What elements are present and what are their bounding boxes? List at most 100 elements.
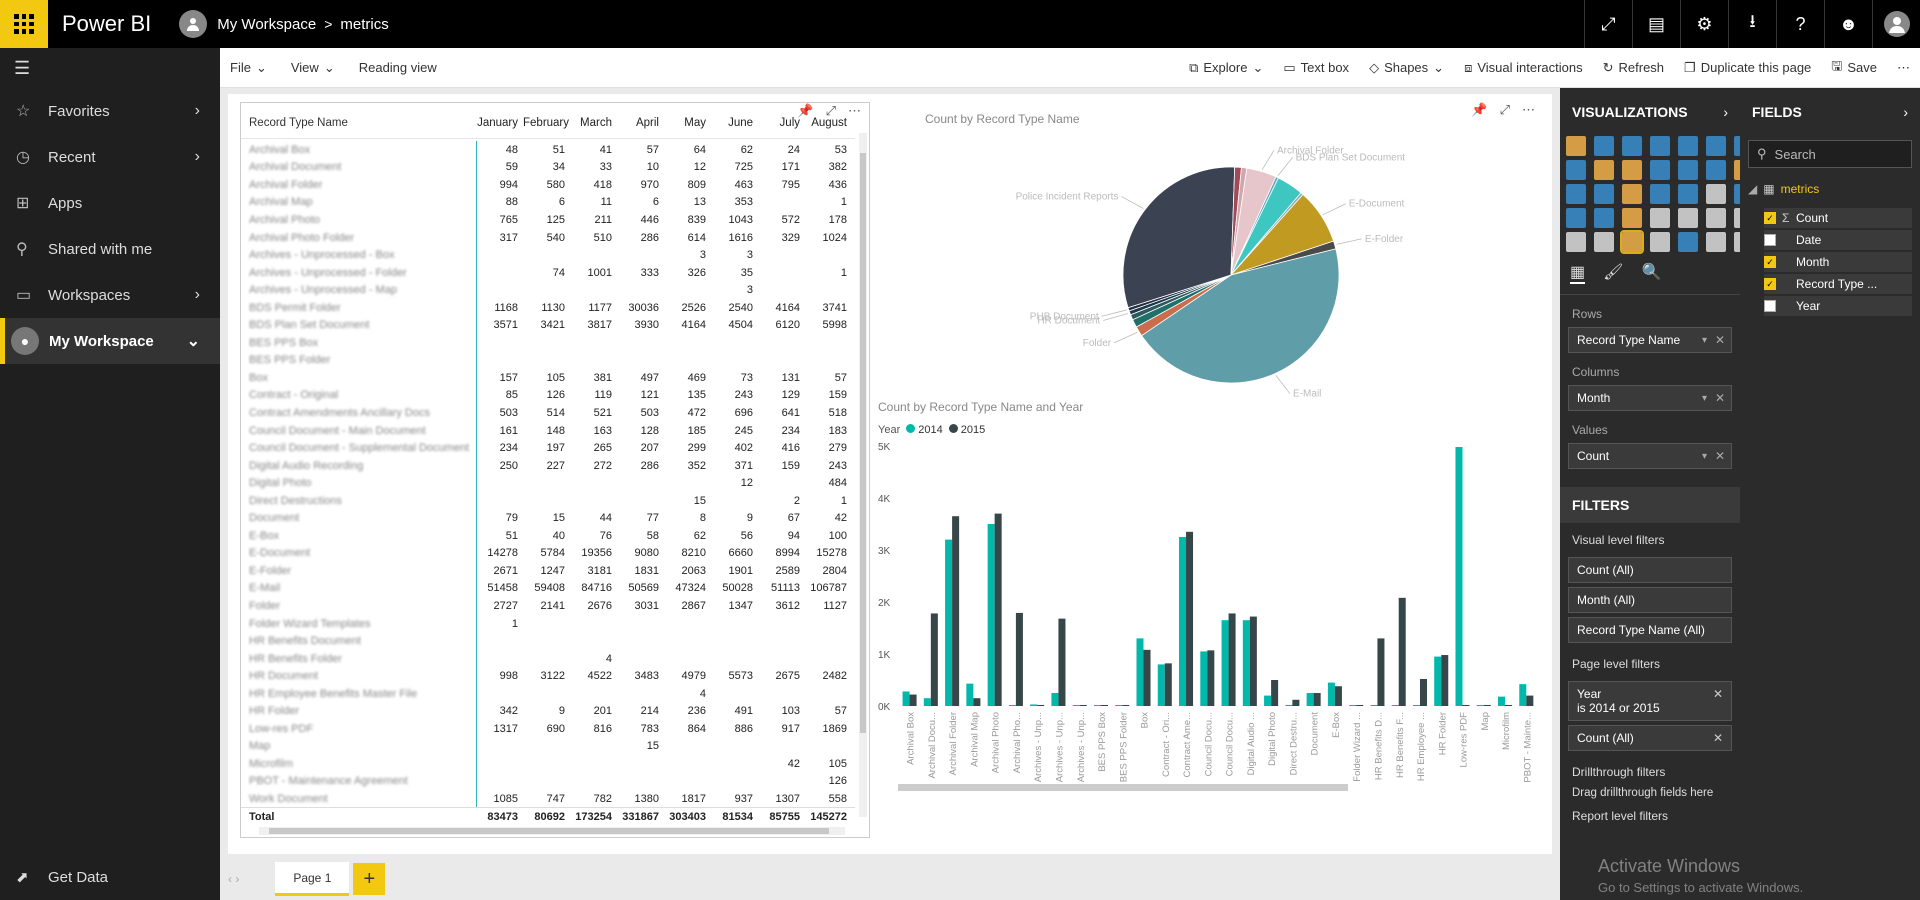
breadcrumb-workspace[interactable]: My Workspace	[217, 15, 317, 33]
visual-type-icon[interactable]	[1706, 136, 1726, 156]
remove-x-icon[interactable]: ✕	[1712, 731, 1723, 745]
download-icon[interactable]: ⭳	[1728, 0, 1776, 48]
checkbox-icon[interactable]	[1764, 234, 1776, 246]
user-avatar-icon[interactable]	[1872, 0, 1920, 48]
help-icon[interactable]: ?	[1776, 0, 1824, 48]
analytics-magnifier-icon[interactable]: 🔍	[1641, 264, 1662, 281]
bar-2015[interactable]	[1058, 618, 1066, 706]
bar-2015[interactable]	[1186, 531, 1194, 706]
collapse-chevron-icon[interactable]: ›	[1903, 104, 1908, 120]
visual-type-icon[interactable]	[1566, 208, 1586, 228]
bar-2015[interactable]	[1462, 705, 1470, 706]
row-header-label[interactable]: Record Type Name	[249, 117, 348, 129]
bar-2015[interactable]	[1526, 695, 1534, 706]
table-row[interactable]: Archival Document 59 34 33 10 12 725 171 382	[241, 159, 855, 177]
view-menu[interactable]: View ⌄	[291, 60, 335, 76]
prev-page-icon[interactable]: ‹ ›	[228, 872, 240, 886]
table-row[interactable]: HR Document 998 3122 4522 3483 4979 5573 2675 24…	[241, 667, 855, 685]
table-row[interactable]: HR Folder 342 9 201 214 236 491 103 57	[241, 703, 855, 721]
table-row[interactable]: BDS Permit Folder 1168 1130 1177 30036 2526 25…	[241, 299, 855, 317]
bar-2014[interactable]	[1264, 695, 1272, 706]
collapse-chevron-icon[interactable]: ›	[1723, 104, 1728, 120]
focus-mode-icon[interactable]: ⤢	[825, 103, 836, 118]
bar-2014[interactable]	[1391, 705, 1399, 706]
pie-chart-visual[interactable]: 📌 ⤢ ⋯ Count by Record Type Name E-Folder…	[923, 102, 1543, 402]
table-row[interactable]: Council Document - Main Document 161 148 16…	[241, 422, 855, 440]
legend-item-2015[interactable]: 2015	[948, 424, 985, 436]
bar-2015[interactable]	[1483, 704, 1491, 706]
column-header[interactable]: July	[779, 117, 800, 129]
bar-2015[interactable]	[1164, 663, 1172, 706]
checkbox-icon[interactable]: ✓	[1764, 278, 1776, 290]
visual-type-icon[interactable]	[1594, 184, 1614, 204]
table-row[interactable]: HR Employee Benefits Master File 4	[241, 685, 855, 703]
nav-my-workspace[interactable]: ● My Workspace ⌄	[0, 318, 220, 364]
bar-2014[interactable]	[1051, 693, 1059, 706]
bar-2014[interactable]	[1200, 651, 1208, 706]
visual-type-icon[interactable]	[1706, 232, 1726, 252]
table-row[interactable]: Microfilm 42 105	[241, 755, 855, 773]
table-row[interactable]: Folder Wizard Templates 1	[241, 615, 855, 633]
bar-2015[interactable]	[1419, 678, 1427, 706]
bar-2015[interactable]	[1100, 705, 1108, 706]
table-row[interactable]: Archival Box 48 51 41 57 64 62 24 53	[241, 141, 855, 159]
chevron-down-icon[interactable]: ▾	[1701, 450, 1707, 462]
save-button[interactable]: 🖫 Save	[1831, 57, 1877, 79]
fullscreen-icon[interactable]: ⤢	[1584, 0, 1632, 48]
bar-2014[interactable]	[923, 698, 931, 706]
field-item[interactable]: ✓ Record Type ...	[1764, 274, 1912, 294]
table-row[interactable]: Archival Photo 765 125 211 446 839 1043 572 178	[241, 211, 855, 229]
shapes-menu[interactable]: ◇ Shapes ⌄	[1369, 60, 1444, 76]
bar-2014[interactable]	[1519, 684, 1527, 706]
table-row[interactable]: Document 79 15 44 77 8 9 67 42	[241, 509, 855, 527]
table-row[interactable]: Folder 2727 2141 2676 3031 2867 1347 3612 1127	[241, 597, 855, 615]
add-page-button[interactable]: +	[353, 863, 386, 895]
field-item[interactable]: ✓ Month	[1764, 252, 1912, 272]
visual-type-icon[interactable]	[1566, 184, 1586, 204]
feedback-smiley-icon[interactable]: ☻	[1824, 0, 1872, 48]
bar-2015[interactable]	[1122, 705, 1130, 706]
table-row[interactable]: E-Box 51 40 76 58 62 56 94 100	[241, 527, 855, 545]
table-row[interactable]: Council Document - Supplemental Document…	[241, 439, 855, 457]
more-options-icon[interactable]: ⋯	[848, 103, 861, 118]
column-header[interactable]: February	[523, 117, 570, 129]
table-row[interactable]: Archival Folder 994 580 418 970 809 463 795 436	[241, 176, 855, 194]
pin-icon[interactable]: 📌	[797, 103, 814, 118]
table-row[interactable]: E-Folder 2671 1247 3181 1831 2063 1901 2589 2804	[241, 562, 855, 580]
hamburger-menu-icon[interactable]: ☰	[14, 57, 31, 78]
bar-2015[interactable]	[1079, 705, 1087, 706]
visual-type-icon[interactable]	[1566, 136, 1586, 156]
visual-type-icon[interactable]	[1650, 208, 1670, 228]
table-row[interactable]: BES PPS Folder	[241, 352, 855, 370]
settings-icon[interactable]: ⚙	[1680, 0, 1728, 48]
bar-2015[interactable]	[994, 513, 1002, 706]
visual-type-icon[interactable]	[1620, 230, 1644, 254]
chevron-down-icon[interactable]: ▾	[1701, 392, 1707, 404]
bar-2015[interactable]	[1356, 705, 1364, 706]
bar-2014[interactable]	[1285, 704, 1293, 706]
visual-type-icon[interactable]	[1706, 208, 1726, 228]
table-row[interactable]: E-Mail 51458 59408 84716 50569 47324 50028 5111…	[241, 580, 855, 598]
bar-2015[interactable]	[1271, 680, 1279, 706]
column-header[interactable]: March	[580, 117, 612, 129]
visual-type-icon[interactable]	[1622, 136, 1642, 156]
vertical-scrollbar[interactable]	[859, 133, 867, 817]
table-row[interactable]: Archives - Unprocessed - Box 3 3	[241, 246, 855, 264]
nav-shared-with-me[interactable]: ⚲ Shared with me	[0, 226, 220, 272]
bar-2015[interactable]	[1228, 613, 1236, 706]
nav-favorites[interactable]: ☆ Favorites ›	[0, 88, 220, 134]
bar-2015[interactable]	[1441, 655, 1449, 706]
filter-card-count[interactable]: Count (All)	[1568, 557, 1732, 583]
nav-recent[interactable]: ◷ Recent ›	[0, 134, 220, 180]
values-well[interactable]: Count ▾ ✕	[1568, 443, 1732, 469]
more-options-icon[interactable]: ⋯	[1522, 102, 1535, 117]
bar-2014[interactable]	[1306, 693, 1314, 706]
table-row[interactable]: Direct Destructions 15 2 1	[241, 492, 855, 510]
bar-2014[interactable]	[1476, 705, 1484, 706]
visual-type-icon[interactable]	[1678, 184, 1698, 204]
app-launcher-button[interactable]	[0, 0, 48, 48]
bar-2014[interactable]	[902, 691, 910, 706]
bar-2015[interactable]	[930, 613, 938, 706]
checkbox-icon[interactable]: ✓	[1764, 212, 1776, 224]
visual-type-icon[interactable]	[1678, 160, 1698, 180]
